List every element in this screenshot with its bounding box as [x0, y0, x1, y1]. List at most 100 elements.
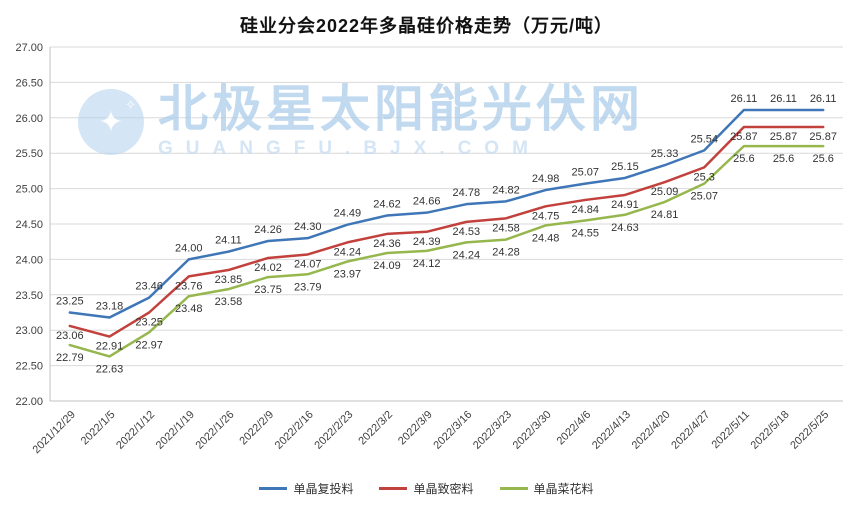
data-label-1: 24.02: [254, 262, 282, 274]
legend-line-blue-icon: [259, 487, 288, 490]
data-label-2: 23.75: [254, 284, 282, 296]
data-label-0: 25.54: [690, 133, 718, 145]
data-label-1: 24.58: [492, 222, 520, 234]
x-tick-label: 2022/1/26: [193, 409, 236, 452]
data-label-1: 24.53: [453, 226, 481, 238]
data-label-1: 23.06: [56, 330, 84, 342]
series-line-2: [68, 144, 825, 358]
y-tick-label: 24.00: [15, 254, 43, 266]
data-label-0: 26.11: [770, 93, 797, 105]
y-tick-label: 23.50: [15, 290, 43, 302]
x-tick-label: 2022/4/6: [555, 409, 594, 448]
x-tick-label: 2021/12/29: [31, 409, 78, 456]
x-tick-label: 2022/3/30: [511, 409, 554, 452]
data-label-1: 24.24: [334, 246, 362, 258]
data-label-0: 25.15: [611, 161, 639, 173]
data-label-1: 25.09: [651, 186, 679, 198]
x-tick-label: 2022/2/9: [237, 409, 276, 448]
data-label-1: 24.07: [294, 258, 322, 270]
data-label-1: 24.75: [532, 210, 560, 222]
data-label-0: 23.46: [135, 281, 163, 293]
data-label-2: 24.55: [572, 227, 600, 239]
data-label-0: 24.26: [254, 224, 282, 236]
y-tick-label: 23.00: [15, 325, 43, 337]
chart-title: 硅业分会2022年多晶硅价格走势（万元/吨）: [239, 16, 614, 36]
x-tick-label: 2022/2/23: [312, 409, 355, 452]
legend-item-zhimiliao: 单晶致密料: [379, 480, 474, 497]
x-tick-label: 2022/3/16: [431, 409, 474, 452]
x-tick-label: 2022/1/19: [154, 409, 197, 452]
data-label-2: 24.09: [373, 260, 401, 272]
data-label-1: 25.3: [694, 171, 715, 183]
data-label-1: 22.91: [96, 341, 124, 353]
legend-item-futouliao: 单晶复投料: [259, 480, 353, 497]
x-tick-label: 2022/5/11: [709, 409, 752, 452]
data-label-2: 25.6: [812, 153, 833, 165]
data-label-2: 24.28: [492, 247, 520, 259]
x-tick-label: 2022/3/2: [356, 409, 395, 448]
data-label-0: 23.25: [56, 296, 84, 308]
data-label-0: 24.82: [492, 184, 520, 196]
y-tick-label: 27.00: [15, 42, 43, 54]
legend-item-caihualiao: 单晶菜花料: [499, 480, 594, 497]
data-label-1: 23.25: [135, 317, 163, 329]
data-label-1: 24.91: [611, 199, 639, 211]
data-label-0: 24.66: [413, 196, 441, 208]
data-label-1: 23.85: [215, 274, 243, 286]
data-label-1: 25.87: [809, 131, 837, 143]
data-label-0: 23.18: [96, 300, 124, 312]
data-label-0: 24.11: [215, 235, 242, 247]
legend-label: 单晶复投料: [293, 482, 354, 496]
y-tick-label: 24.50: [15, 219, 43, 231]
x-tick-label: 2022/4/20: [630, 409, 673, 452]
x-tick-label: 2022/4/27: [669, 409, 712, 452]
data-label-2: 24.12: [413, 258, 441, 270]
data-label-1: 24.36: [373, 238, 401, 250]
data-label-2: 23.79: [294, 281, 322, 293]
data-label-0: 26.11: [731, 93, 758, 105]
x-tick-label: 2022/1/5: [79, 409, 118, 448]
legend-label: 单晶致密料: [413, 482, 474, 496]
data-label-2: 25.07: [690, 191, 718, 203]
data-label-2: 23.58: [215, 296, 243, 308]
data-label-1: 24.84: [572, 204, 600, 216]
data-label-2: 23.97: [334, 269, 362, 281]
data-label-0: 26.11: [810, 93, 837, 105]
data-label-2: 22.79: [56, 352, 84, 364]
legend-label: 单晶菜花料: [533, 482, 594, 496]
y-tick-label: 26.50: [15, 77, 43, 89]
data-label-2: 24.63: [611, 222, 639, 234]
y-tick-label: 26.00: [15, 113, 43, 125]
data-label-2: 25.6: [773, 153, 794, 165]
legend: 单晶复投料 单晶致密料 单晶菜花料: [0, 480, 853, 497]
data-label-0: 25.07: [572, 167, 600, 179]
x-tick-label: 2022/2/16: [273, 409, 316, 452]
y-tick-label: 25.00: [15, 184, 43, 196]
y-tick-label: 22.00: [15, 396, 43, 408]
data-label-2: 25.6: [733, 153, 754, 165]
data-label-2: 22.97: [135, 339, 163, 351]
data-label-0: 25.33: [651, 148, 679, 160]
data-label-0: 24.30: [294, 221, 322, 233]
x-tick-label: 2022/3/9: [396, 409, 435, 448]
series-line-0: [68, 108, 825, 319]
data-label-2: 24.48: [532, 232, 560, 244]
x-tick-label: 2022/4/13: [590, 409, 633, 452]
y-tick-label: 22.50: [15, 361, 43, 373]
data-label-2: 23.48: [175, 303, 203, 315]
x-tick-label: 2022/1/12: [114, 409, 157, 452]
series-line-1: [68, 125, 825, 338]
y-tick-label: 25.50: [15, 148, 43, 160]
data-label-0: 24.62: [373, 199, 401, 211]
data-label-0: 24.49: [334, 208, 362, 220]
x-tick-label: 2022/5/25: [788, 409, 831, 452]
data-label-1: 25.87: [730, 131, 758, 143]
data-label-1: 25.87: [770, 131, 798, 143]
legend-line-green-icon: [499, 487, 528, 490]
legend-line-red-icon: [379, 487, 408, 490]
data-label-0: 24.98: [532, 173, 560, 185]
data-label-2: 24.81: [651, 209, 679, 221]
x-tick-label: 2022/3/23: [471, 409, 514, 452]
